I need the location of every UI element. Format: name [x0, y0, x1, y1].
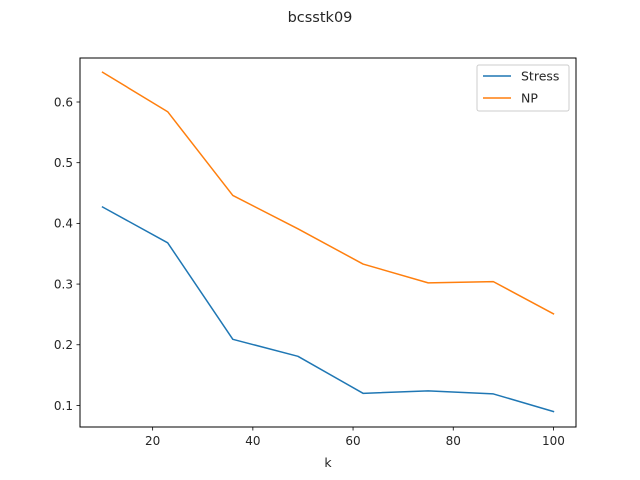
y-tick-label: 0.5 [54, 156, 73, 170]
x-tick-label: 60 [345, 434, 360, 448]
y-tick-label: 0.4 [54, 217, 73, 231]
x-tick-label: 100 [542, 434, 565, 448]
y-axis: 0.1 0.2 0.3 0.4 0.5 0.6 [54, 95, 80, 413]
x-tick-label: 40 [245, 434, 260, 448]
series-line-np [101, 71, 555, 315]
legend-label-np: NP [521, 91, 538, 106]
y-tick-label: 0.3 [54, 277, 73, 291]
x-axis: 20 40 60 80 100 [145, 427, 565, 448]
y-tick-label: 0.2 [54, 338, 73, 352]
y-tick-label: 0.6 [54, 95, 73, 109]
y-tick-label: 0.1 [54, 399, 73, 413]
legend: Stress NP [476, 64, 570, 112]
chart-title: bcsstk09 [288, 10, 353, 26]
series-line-stress [101, 205, 555, 413]
x-tick-label: 20 [145, 434, 160, 448]
x-axis-label: k [324, 455, 332, 470]
series-layer [101, 71, 555, 413]
legend-label-stress: Stress [521, 69, 559, 84]
x-tick-label: 80 [446, 434, 461, 448]
plot-area-frame [79, 57, 577, 428]
